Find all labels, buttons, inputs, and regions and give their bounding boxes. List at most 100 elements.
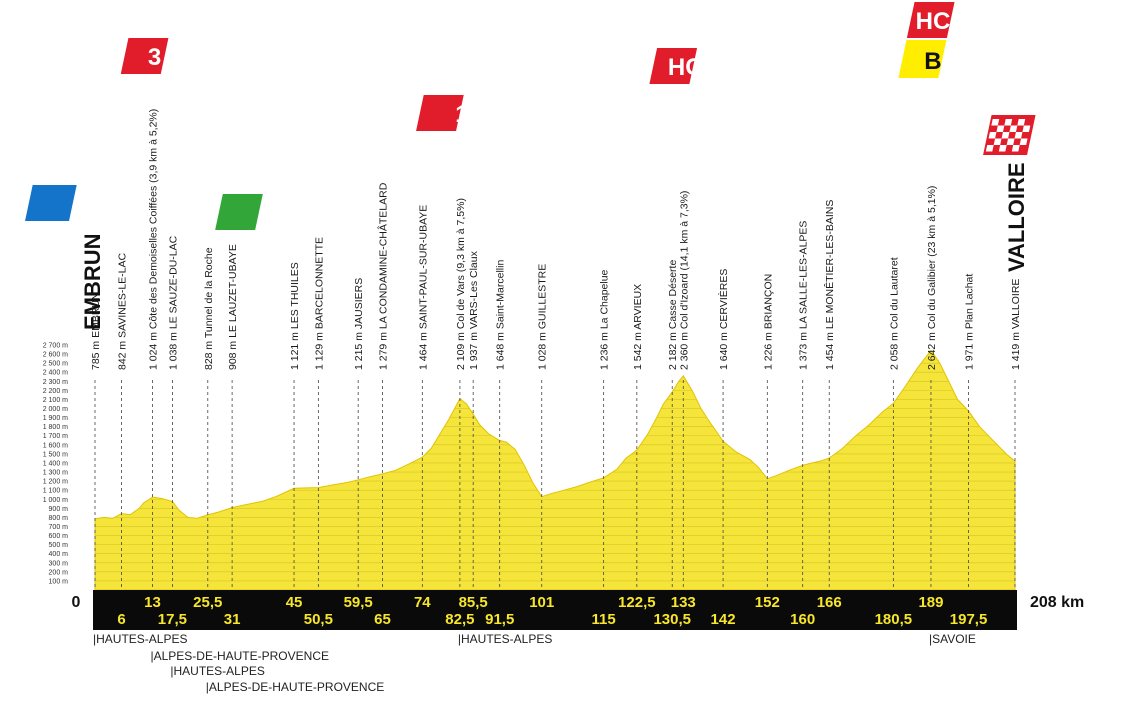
finish-flag-check [998, 145, 1007, 152]
y-tick-label: 500 m [49, 542, 69, 549]
y-tick-label: 2 600 m [43, 352, 68, 359]
waypoint-label: 2 360 m Col d'Izoard (14,1 km à 7,3%) [678, 191, 690, 370]
waypoint-label: 1 038 m LE SAUZE-DU-LAC [167, 235, 179, 370]
finish-flag-check [1022, 125, 1031, 132]
waypoint-label: 2 058 m Col du Lautaret [888, 257, 900, 370]
y-tick-label: 1 200 m [43, 479, 68, 486]
waypoint-label: 1 215 m JAUSIERS [353, 278, 365, 370]
km-marker-label: 133 [671, 594, 696, 611]
waypoint-label: 1 226 m BRIANÇON [762, 274, 774, 370]
y-tick-label: 2 400 m [43, 370, 68, 377]
waypoint-label: 1 121 m LES THUILES [289, 262, 301, 370]
km-marker-label: 166 [817, 594, 842, 611]
region-label: |HAUTES-ALPES [170, 664, 264, 678]
y-tick-label: 300 m [49, 560, 69, 567]
km-marker-label: 17,5 [158, 611, 187, 628]
region-label: |HAUTES-ALPES [93, 632, 187, 646]
y-tick-label: 1 900 m [43, 415, 68, 422]
km-marker-label: 59,5 [344, 594, 373, 611]
waypoint-label: 2 642 m Col du Galibier (23 km à 5,1%) [926, 186, 938, 370]
y-tick-label: 1 700 m [43, 433, 68, 440]
y-tick-label: 100 m [49, 578, 69, 585]
waypoint-label: 1 542 m ARVIEUX [632, 284, 644, 370]
climb-badge-box [649, 48, 698, 84]
sprint-icon: S [215, 194, 300, 230]
km-marker-label: 101 [529, 594, 554, 611]
km-marker-label: 74 [414, 594, 431, 611]
waypoint-label: 1 937 m VARS-Les Claux [468, 250, 480, 370]
finish-flag-check [1011, 145, 1020, 152]
sprint-icon-box [215, 194, 263, 230]
km-marker-label: 115 [592, 611, 616, 628]
waypoint-label: 1 279 m LA CONDAMINE-CHÂTELARD [377, 182, 390, 370]
climb-badge: 1 [416, 95, 469, 131]
climb-category-label: 1 [455, 101, 468, 128]
km-marker-label: 25,5 [193, 594, 222, 611]
start-icon-box [25, 185, 77, 221]
km-marker-label: 197,5 [950, 611, 988, 628]
finish-flag-check [1006, 138, 1015, 145]
finish-flag-check [985, 145, 994, 152]
finish-flag-check [1019, 138, 1028, 145]
km-marker-label: 152 [755, 594, 780, 611]
km-start-label: 0 [72, 594, 81, 611]
waypoint-label: 842 m SAVINES-LE-LAC [117, 252, 129, 370]
region-label: |HAUTES-ALPES [458, 632, 552, 646]
finish-flag-check [991, 119, 1000, 126]
waypoint-label: 828 m Tunnel de la Roche [203, 247, 215, 370]
waypoint-label: 1 640 m CERVIÈRES [717, 269, 730, 370]
y-tick-label: 1 500 m [43, 451, 68, 458]
waypoint-label: 1 236 m La Chapelue [599, 269, 611, 370]
y-tick-label: 800 m [49, 515, 69, 522]
climb-category-label: HC [668, 54, 703, 81]
waypoint-label: 1 464 m SAINT-PAUL-SUR-UBAYE [417, 205, 429, 370]
y-tick-label: 600 m [49, 533, 69, 540]
finish-flag-check [993, 138, 1002, 145]
region-label: |ALPES-DE-HAUTE-PROVENCE [206, 680, 384, 694]
km-marker-label: 130,5 [653, 611, 691, 628]
elevation-profile-area [94, 349, 1016, 591]
y-tick-label: 700 m [49, 524, 69, 531]
waypoint-label: 1 419 m VALLOIRE [1010, 279, 1022, 370]
y-tick-label: 2 100 m [43, 397, 68, 404]
km-marker-label: 6 [117, 611, 125, 628]
climb-category-label: HC [916, 8, 951, 35]
km-marker-label: 91,5 [485, 611, 514, 628]
waypoint-label: 908 m LE LAUZET-UBAYE [227, 244, 239, 370]
region-label: |SAVOIE [929, 632, 976, 646]
finish-flag-check [1009, 125, 1018, 132]
km-marker-label: 82,5 [445, 611, 474, 628]
climb-badge-box [120, 38, 169, 74]
y-tick-label: 2 000 m [43, 406, 68, 413]
km-marker-label: 189 [918, 594, 943, 611]
km-marker-label: 142 [711, 611, 736, 628]
waypoint-label: 1 024 m Côte des Demoiselles Coiffées (3… [148, 109, 160, 370]
climb-badge: 3 [120, 38, 169, 74]
finish-flag-check [1014, 132, 1023, 139]
km-marker-label: 85,5 [459, 594, 488, 611]
y-tick-label: 1 100 m [43, 488, 68, 495]
y-tick-label: 1 400 m [43, 460, 68, 467]
start-icon [25, 185, 108, 221]
y-tick-label: 1 300 m [43, 470, 68, 477]
finish-flag-check [1017, 119, 1026, 126]
km-marker-label: 13 [144, 594, 161, 611]
waypoint-label: 2 182 m Casse Déserte [667, 260, 679, 370]
y-tick-label: 1 600 m [43, 442, 68, 449]
climb-badge-box [416, 95, 464, 131]
km-marker-label: 45 [286, 594, 303, 611]
km-marker-label: 65 [374, 611, 391, 628]
finish-flag-check [996, 125, 1005, 132]
waypoint-label: 1 648 m Saint-Marcellin [495, 260, 507, 370]
climb-badge: HC B [898, 2, 955, 78]
waypoint-label: 1 129 m BARCELONNETTE [313, 237, 325, 370]
play-arrow-icon [94, 194, 108, 212]
y-tick-label: 200 m [49, 569, 69, 576]
region-label: |ALPES-DE-HAUTE-PROVENCE [151, 649, 329, 663]
km-end-label: 208 km [1030, 594, 1084, 611]
waypoint-label: 1 028 m GUILLESTRE [537, 264, 549, 370]
km-marker-label: 180,5 [875, 611, 913, 628]
sprint-icon-letter: S [284, 201, 300, 228]
y-tick-label: 1 800 m [43, 424, 68, 431]
